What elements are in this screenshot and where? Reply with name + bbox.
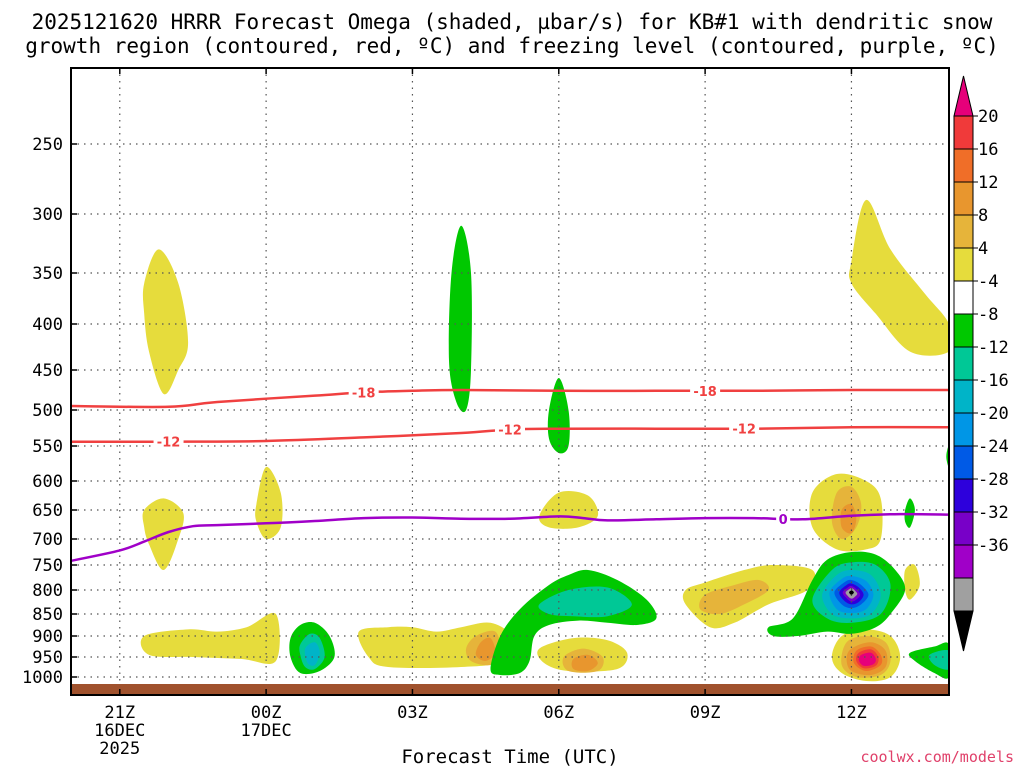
y-tick-label-500: 500 [32,401,63,421]
colorbar-arrow-top [953,75,974,117]
colorbar-swatch-5 [953,280,974,315]
colorbar-label-3: 8 [978,206,988,226]
grid-lines [71,68,949,695]
y-tick-label-250: 250 [32,135,63,155]
colorbar-swatch-3 [953,214,974,249]
colorbar-swatch-2 [953,181,974,216]
x-tick-label-09Z: 09Z [690,703,721,723]
x-tick-label-00Z: 00Z [251,703,282,723]
omega-region-35 [928,650,949,670]
omega-region-0 [142,249,189,395]
colorbar-swatch-11 [953,478,974,513]
x-axis-label: Forecast Time (UTC) [401,746,618,768]
chart-title-line2: growth region (contoured, red, ºC) and f… [25,34,999,58]
colorbar-label-4: 4 [978,239,988,259]
colorbar-swatch-14 [953,577,974,612]
contour-dgz-top [71,388,949,409]
pressure-axis: 2503003504004505005506006507007508008509… [22,135,77,688]
omega-region-36 [304,642,320,666]
colorbar-swatch-8 [953,379,974,414]
x-tick-year-21Z: 2025 [99,739,140,759]
colorbar-label-10: -24 [978,437,1009,457]
x-tick-label-12Z: 12Z [836,703,867,723]
y-tick-label-650: 650 [32,501,63,521]
colorbar-label-0: 20 [978,107,998,127]
contour-label-dgz-bottom-0: -12 [157,436,181,451]
colorbar-swatch-4 [953,247,974,282]
colorbar-swatch-13 [953,544,974,579]
contour-label-freezing-level-0: 0 [779,513,788,528]
omega-region-23 [858,652,876,667]
colorbar-swatch-7 [953,346,974,381]
omega-region-25 [448,225,472,413]
omega-region-17 [475,637,496,662]
y-tick-label-600: 600 [32,472,63,492]
y-tick-label-800: 800 [32,581,63,601]
omega-region-26 [547,378,570,454]
ground-strip [71,684,949,694]
colorbar-label-1: 16 [978,140,998,160]
colorbar-swatch-12 [953,511,974,546]
contour-label-bg-freezing-level-0 [776,510,791,527]
plot-frame [70,67,950,696]
omega-region-18 [571,654,598,672]
omega-region-14 [699,579,770,615]
y-tick-label-950: 950 [32,648,63,668]
omega-region-3 [849,199,949,356]
omega-region-11 [904,564,920,600]
omega-region-2 [255,466,283,540]
colorbar-swatch-10 [953,445,974,480]
colorbar-swatch-0 [953,115,974,150]
colorbar-label-12: -32 [978,503,1009,523]
y-tick-label-700: 700 [32,530,63,550]
y-tick-label-550: 550 [32,437,63,457]
y-tick-label-350: 350 [32,264,63,284]
omega-region-4 [140,612,280,665]
x-tick-label-03Z: 03Z [397,703,428,723]
temperature-contours: -18 -18 -12 -12 -12 0 [71,382,949,563]
credit-link[interactable]: coolwx.com/models [860,748,1014,766]
colorbar-label-6: -8 [978,305,998,325]
colorbar-swatch-6 [953,313,974,348]
contour-label-bg-dgz-top-1 [690,382,721,399]
colorbar: 20 16 12 8 4 -4 -8 -12 -16 -20 -24 -28 -32 -36 [953,75,1009,652]
x-tick-date-21Z: 16DEC [94,721,145,741]
colorbar-label-13: -36 [978,536,1009,556]
colorbar-label-8: -16 [978,371,1009,391]
x-tick-label-06Z: 06Z [543,703,574,723]
y-tick-label-1000: 1000 [22,668,63,688]
x-tick-date-00Z: 17DEC [241,721,292,741]
y-tick-label-850: 850 [32,605,63,625]
y-tick-label-900: 900 [32,627,63,647]
contour-label-bg-dgz-bottom-1 [495,421,525,438]
contour-label-dgz-bottom-1: -12 [498,423,522,438]
y-tick-label-450: 450 [32,361,63,381]
contour-label-dgz-top-0: -18 [352,386,376,401]
contour-label-dgz-top-1: -18 [693,385,717,400]
y-tick-label-300: 300 [32,205,63,225]
colorbar-label-2: 12 [978,173,998,193]
colorbar-swatch-9 [953,412,974,447]
contour-label-dgz-bottom-2: -12 [732,423,756,438]
x-tick-label-21Z: 21Z [104,703,135,723]
contour-label-bg-dgz-top-0 [348,384,379,401]
y-tick-label-400: 400 [32,315,63,335]
contour-label-bg-dgz-bottom-2 [729,420,760,437]
y-tick-label-750: 750 [32,556,63,576]
chart-title-line1: 2025121620 HRRR Forecast Omega (shaded, … [32,10,993,34]
colorbar-label-11: -28 [978,470,1009,490]
omega-region-19 [840,503,857,534]
contour-label-bg-dgz-bottom-0 [153,433,184,450]
colorbar-label-7: -12 [978,338,1009,358]
omega-region-43 [849,590,854,595]
colorbar-label-9: -20 [978,404,1009,424]
colorbar-arrow-bottom [953,610,974,652]
colorbar-swatch-1 [953,148,974,183]
omega-region-33 [538,586,632,618]
colorbar-label-5: -4 [978,272,998,292]
